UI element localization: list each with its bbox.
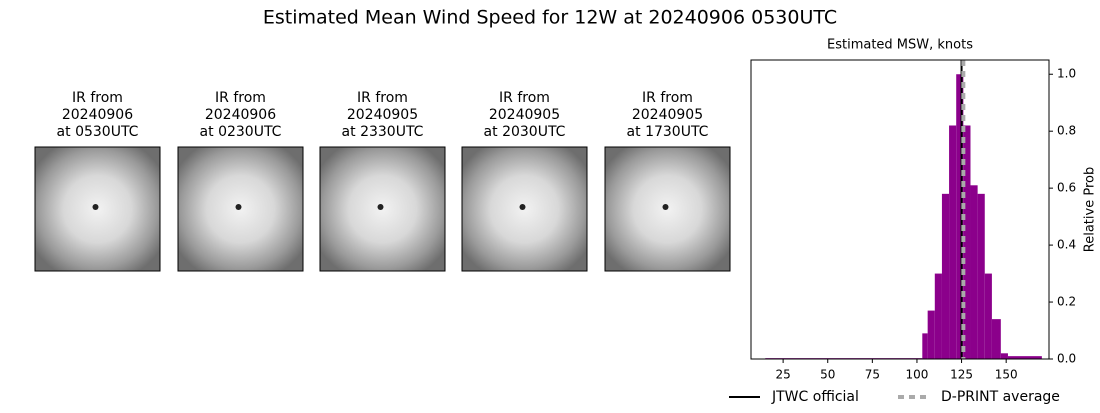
bar: [970, 185, 978, 359]
storm-eye: [377, 204, 384, 210]
y-tick-label: 0.4: [1057, 238, 1076, 252]
image-caption: IR from: [642, 90, 693, 106]
storm-eye: [235, 204, 242, 210]
image-caption: 20240905: [489, 107, 560, 123]
image-caption: at 2030UTC: [484, 124, 566, 140]
image-caption: at 1730UTC: [627, 124, 709, 140]
x-tick-label: 100: [905, 368, 928, 382]
x-tick-label: 50: [820, 368, 835, 382]
bar: [1000, 353, 1008, 359]
storm-eye: [92, 204, 99, 210]
x-tick-label: 25: [775, 368, 790, 382]
bar: [956, 74, 964, 359]
y-tick-label: 0.0: [1057, 352, 1076, 366]
image-caption: IR from: [357, 90, 408, 106]
x-tick-label: 75: [865, 368, 880, 382]
y-tick-label: 0.6: [1057, 181, 1076, 195]
bar: [1007, 356, 1042, 359]
y-tick-label: 0.2: [1057, 295, 1076, 309]
image-caption: at 0230UTC: [200, 124, 282, 140]
image-caption: IR from: [499, 90, 550, 106]
bar: [934, 273, 942, 359]
legend-label: JTWC official: [771, 389, 859, 405]
bar: [927, 310, 935, 359]
bar: [941, 193, 950, 359]
bar: [963, 125, 971, 359]
x-tick-label: 125: [950, 368, 973, 382]
storm-eye: [662, 204, 669, 210]
image-caption: 20240905: [347, 107, 418, 123]
image-caption: at 2330UTC: [342, 124, 424, 140]
image-caption: IR from: [215, 90, 266, 106]
legend-label: D-PRINT average: [941, 389, 1060, 405]
image-caption: 20240906: [62, 107, 133, 123]
bar: [949, 125, 957, 359]
bar: [977, 193, 985, 359]
x-tick-label: 150: [995, 368, 1018, 382]
image-caption: 20240906: [205, 107, 276, 123]
bar: [922, 333, 928, 359]
y-axis-label: Relative Prob: [1083, 167, 1098, 252]
y-tick-label: 0.8: [1057, 124, 1076, 138]
image-caption: IR from: [72, 90, 123, 106]
figure-title: Estimated Mean Wind Speed for 12W at 202…: [263, 7, 837, 29]
storm-eye: [519, 204, 526, 210]
image-caption: 20240905: [632, 107, 703, 123]
bar: [984, 273, 992, 359]
y-tick-label: 1.0: [1057, 67, 1076, 81]
chart-title: Estimated MSW, knots: [827, 38, 973, 53]
image-caption: at 0530UTC: [57, 124, 139, 140]
plot-frame: [750, 59, 1050, 360]
bar: [991, 319, 1001, 359]
